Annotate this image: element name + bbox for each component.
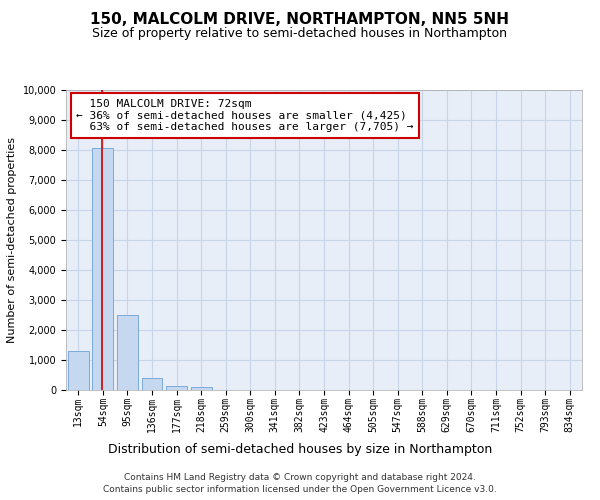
Text: 150 MALCOLM DRIVE: 72sqm
← 36% of semi-detached houses are smaller (4,425)
  63%: 150 MALCOLM DRIVE: 72sqm ← 36% of semi-d… — [76, 99, 414, 132]
Text: 150, MALCOLM DRIVE, NORTHAMPTON, NN5 5NH: 150, MALCOLM DRIVE, NORTHAMPTON, NN5 5NH — [91, 12, 509, 28]
Bar — [68, 351, 89, 390]
Text: Contains HM Land Registry data © Crown copyright and database right 2024.: Contains HM Land Registry data © Crown c… — [124, 472, 476, 482]
Bar — [142, 378, 163, 390]
Text: Size of property relative to semi-detached houses in Northampton: Size of property relative to semi-detach… — [92, 28, 508, 40]
Bar — [92, 148, 113, 390]
Y-axis label: Number of semi-detached properties: Number of semi-detached properties — [7, 137, 17, 343]
Bar — [117, 315, 138, 390]
Bar — [166, 386, 187, 390]
Text: Contains public sector information licensed under the Open Government Licence v3: Contains public sector information licen… — [103, 485, 497, 494]
Bar — [191, 387, 212, 390]
Text: Distribution of semi-detached houses by size in Northampton: Distribution of semi-detached houses by … — [108, 442, 492, 456]
